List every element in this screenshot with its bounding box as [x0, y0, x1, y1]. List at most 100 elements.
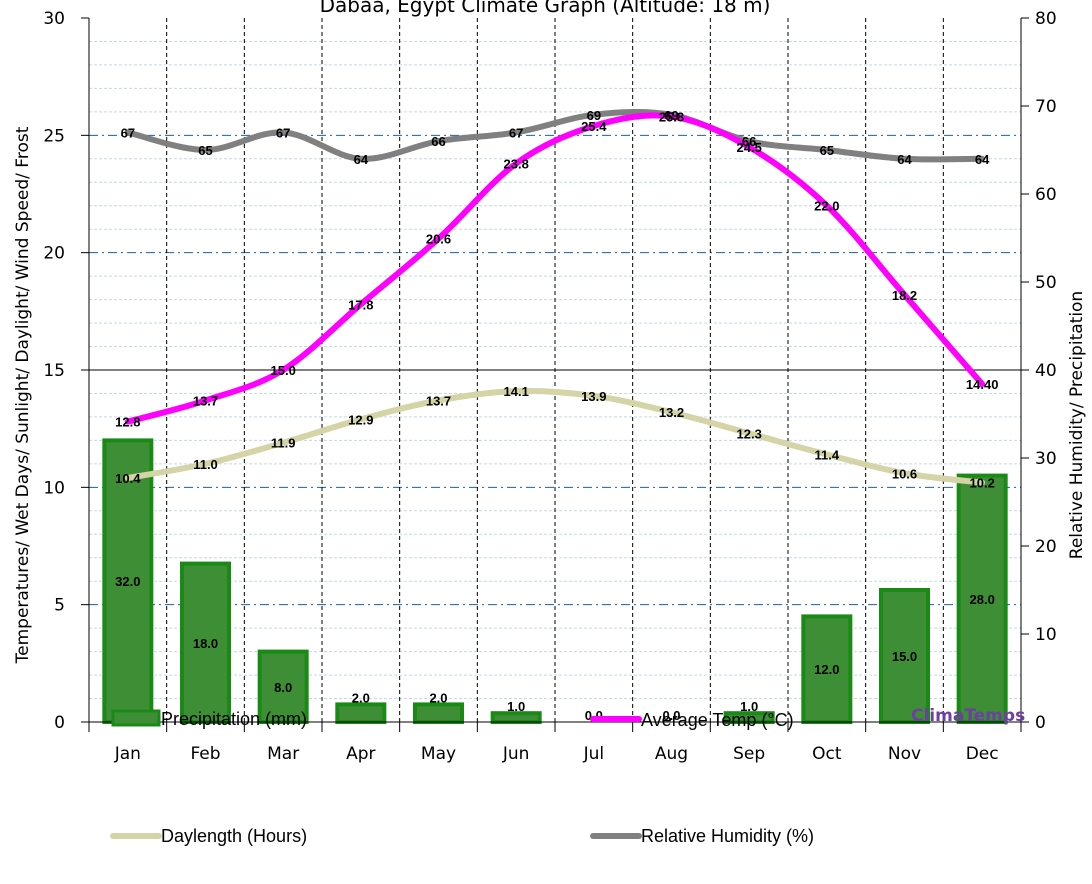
legend: Precipitation (mm) Average Temp (°C) Day…: [110, 709, 814, 846]
data-label-humidity: 67: [276, 125, 290, 140]
data-label-average-temp: 24.5: [737, 140, 762, 155]
right-axis-title: Relative Humidity/ Precipitation: [1067, 291, 1087, 559]
left-tick-label: 30: [43, 9, 65, 29]
right-tick-label: 20: [1035, 537, 1057, 557]
line-average-temp: [124, 112, 986, 425]
data-label-precipitation: 32.0: [115, 574, 140, 589]
data-label-daylength: 10.2: [970, 476, 995, 491]
right-tick-label: 50: [1035, 273, 1057, 293]
data-label-precipitation: 1.0: [740, 699, 758, 714]
line-daylength: [124, 387, 986, 486]
data-label-precipitation: 0.0: [662, 708, 680, 723]
data-label-daylength: 10.4: [115, 471, 141, 486]
data-label-humidity: 67: [121, 125, 135, 140]
data-label-precipitation: 2.0: [352, 690, 370, 705]
data-label-humidity: 66: [431, 134, 445, 149]
data-label-precipitation: 28.0: [970, 592, 995, 607]
data-label-humidity: 64: [354, 152, 369, 167]
left-tick-label: 20: [43, 244, 65, 264]
data-label-humidity: 64: [975, 152, 990, 167]
data-label-average-temp: 14.40: [966, 377, 999, 392]
legend-label-daylength: Daylength (Hours): [161, 826, 307, 846]
legend-label-average-temp: Average Temp (°C): [641, 710, 794, 730]
data-labels: 32.018.08.02.0 2.01.00.0 0.01.012.015.028.…: [115, 108, 998, 723]
line-relative-humidity: [124, 109, 986, 163]
x-tick-label-mar: Mar: [267, 744, 299, 764]
data-label-average-temp: 25.4: [581, 119, 607, 134]
x-tick-label-sep: Sep: [733, 744, 765, 764]
data-label-daylength: 12.3: [737, 426, 762, 441]
x-tick-label-dec: Dec: [966, 744, 999, 764]
data-label-average-temp: 18.2: [892, 288, 917, 303]
data-label-humidity: 67: [509, 125, 523, 140]
data-label-humidity: 65: [820, 143, 834, 158]
legend-item-humidity: Relative Humidity (%): [590, 826, 814, 846]
data-label-average-temp: 20.6: [426, 232, 451, 247]
left-tick-label: 5: [54, 596, 65, 616]
left-tick-label: 15: [43, 361, 65, 381]
data-label-precipitation: 18.0: [193, 636, 218, 651]
legend-swatch-precipitation: [111, 709, 161, 727]
data-label-average-temp: 23.8: [504, 156, 529, 171]
data-label-average-temp: 13.7: [193, 394, 218, 409]
right-tick-label: 70: [1035, 97, 1057, 117]
data-label-average-temp: 17.8: [348, 297, 373, 312]
data-label-daylength: 14.1: [504, 384, 529, 399]
legend-label-precipitation: Precipitation (mm): [161, 709, 307, 729]
data-label-average-temp: 22.0: [814, 199, 839, 214]
data-label-daylength: 11.4: [815, 447, 840, 462]
bar-precipitation-feb: [180, 561, 231, 724]
series-lines: [124, 109, 986, 486]
legend-item-daylength: Daylength (Hours): [110, 826, 307, 846]
x-tick-label-nov: Nov: [888, 744, 921, 764]
data-label-humidity: 64: [897, 152, 912, 167]
right-tick-label: 40: [1035, 361, 1057, 381]
data-label-daylength: 11.0: [193, 457, 218, 472]
left-tick-label: 10: [43, 478, 65, 498]
data-label-precipitation: 1.0: [507, 699, 525, 714]
data-label-humidity: 69: [664, 108, 678, 123]
data-label-daylength: 12.9: [348, 412, 373, 427]
data-label-daylength: 10.6: [892, 466, 917, 481]
x-tick-label-jul: Jul: [583, 744, 605, 764]
x-tick-label-feb: Feb: [190, 744, 220, 764]
data-label-average-temp: 12.8: [115, 415, 140, 430]
left-axis-title: Temperatures/ Wet Days/ Sunlight/ Daylig…: [13, 126, 33, 664]
legend-item-precipitation: Precipitation (mm): [111, 709, 307, 729]
data-label-humidity: 69: [587, 108, 601, 123]
left-tick-label: 0: [54, 713, 65, 733]
x-tick-label-oct: Oct: [812, 744, 842, 764]
right-tick-label: 0: [1035, 713, 1046, 733]
bar-precipitation-may: [413, 702, 464, 725]
right-tick-label: 80: [1035, 9, 1057, 29]
data-label-daylength: 13.2: [659, 405, 684, 420]
grid: [89, 18, 1021, 722]
x-tick-label-jun: Jun: [502, 744, 530, 764]
data-label-average-temp: 25.8: [659, 110, 684, 125]
x-tick-label-apr: Apr: [346, 744, 375, 764]
x-tick-label-jan: Jan: [114, 744, 141, 764]
x-tick-label-may: May: [421, 744, 456, 764]
right-tick-label: 10: [1035, 625, 1057, 645]
right-tick-label: 30: [1035, 449, 1057, 469]
left-tick-label: 25: [43, 126, 65, 146]
data-label-average-temp: 15.0: [271, 363, 296, 378]
data-label-humidity: 65: [198, 143, 212, 158]
bar-precipitation-jun: [490, 711, 542, 725]
precipitation-bars: [102, 438, 1008, 725]
legend-item-average-temp: Average Temp (°C): [590, 710, 794, 730]
data-label-precipitation: 2.0: [429, 690, 447, 705]
chart-title: Dabaa, Egypt Climate Graph (Altitude: 18…: [320, 0, 771, 17]
data-label-precipitation: 8.0: [274, 680, 292, 695]
axes: 0 5 10 15 20 25 30 0 10 20 30 40 50 60 70 80 Jan Feb Mar Ap…: [43, 9, 1056, 764]
legend-label-humidity: Relative Humidity (%): [641, 826, 814, 846]
data-label-daylength: 11.9: [271, 436, 296, 451]
x-tick-label-aug: Aug: [655, 744, 688, 764]
bar-precipitation-apr: [335, 702, 387, 725]
data-label-precipitation: 12.0: [814, 662, 839, 677]
right-tick-label: 60: [1035, 185, 1057, 205]
brand-logo: ClimaTemps: [911, 706, 1025, 726]
data-label-daylength: 13.9: [581, 389, 606, 404]
data-label-precipitation: 15.0: [892, 649, 917, 664]
